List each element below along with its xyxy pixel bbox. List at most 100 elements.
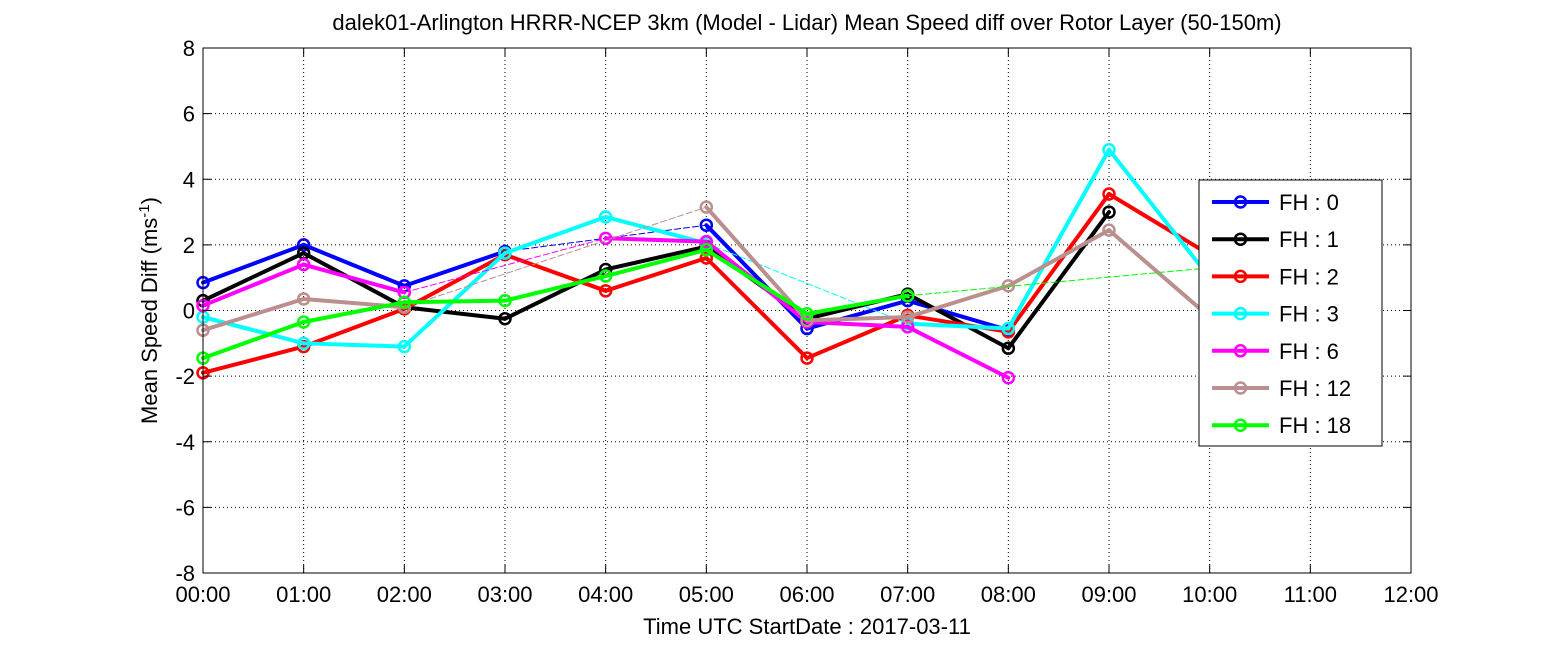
legend-swatch-marker	[1233, 306, 1248, 321]
y-axis-label-main: Mean Speed Diff (ms	[137, 218, 162, 424]
series-line-segment	[301, 242, 407, 288]
legend-swatch-marker	[1233, 269, 1248, 284]
data-point	[800, 307, 814, 321]
y-tick-label: 6	[183, 102, 195, 127]
series-line-segment	[1006, 147, 1111, 331]
legend-label: FH : 3	[1279, 302, 1339, 327]
series-line-segment	[905, 321, 1011, 331]
y-tick-label: -6	[175, 495, 195, 520]
x-tick-label: 01:00	[276, 582, 331, 607]
data-point	[699, 243, 714, 257]
y-tick-label: 0	[183, 299, 195, 324]
series-line-segment	[805, 293, 910, 316]
axis-ticks: 00:00 01:00 02:00 03:00 04:00 05:00 06:00 07:00…	[175, 36, 1438, 607]
legend: FH : 0 FH : 1 FH : 2 FH : 3 FH : 6 FH : 12 FH …	[1198, 179, 1383, 447]
chart-title: dalek01-Arlington HRRR-NCEP 3km (Model -…	[332, 10, 1281, 35]
series-line-segment	[503, 274, 608, 303]
series-line-segment	[704, 247, 809, 316]
series-line-segment	[603, 244, 709, 272]
series-line-segment	[201, 262, 306, 308]
legend-item: FH : 0	[1212, 190, 1339, 215]
data-point	[296, 238, 311, 252]
y-tick-label: -8	[175, 561, 195, 586]
y-tick-label: 2	[183, 233, 195, 258]
y-axis-label-superscript: -1	[136, 204, 153, 217]
series-gap-segment	[403, 237, 607, 293]
y-tick-label: 8	[183, 36, 195, 61]
data-point	[1001, 279, 1016, 293]
series-line-segment	[503, 267, 608, 321]
series-lines	[196, 142, 1217, 385]
y-tick-label: -4	[175, 430, 195, 455]
data-point	[1001, 371, 1016, 385]
legend-label: FH : 12	[1279, 376, 1351, 401]
series-line-segment	[402, 305, 507, 321]
series-line-segment	[503, 252, 608, 293]
series-line-segment	[301, 262, 407, 295]
x-tick-label: 04:00	[578, 582, 633, 607]
series-line-segment	[301, 300, 407, 324]
x-tick-label: 10:00	[1182, 582, 1237, 607]
grid	[203, 48, 1411, 573]
legend-swatch-marker	[1233, 344, 1248, 358]
series-line-segment	[1006, 228, 1111, 288]
data-point	[699, 218, 714, 232]
series-line-segment	[805, 315, 910, 323]
data-point	[296, 315, 311, 329]
data-point	[1102, 223, 1116, 237]
x-tick-label: 08:00	[981, 582, 1036, 607]
legend-swatch-marker	[1233, 232, 1248, 246]
data-point	[1102, 187, 1116, 201]
data-point	[1001, 321, 1016, 336]
legend-item: FH : 2	[1212, 264, 1339, 289]
legend-label: FH : 0	[1279, 190, 1339, 215]
legend-item: FH : 1	[1212, 227, 1339, 252]
series-line-segment	[603, 247, 709, 279]
legend-item: FH : 6	[1212, 339, 1339, 364]
series-line-segment	[603, 256, 709, 293]
series-line-segment	[603, 214, 709, 246]
series-line-segment	[1006, 192, 1111, 334]
legend-swatch-marker	[1233, 195, 1248, 209]
series-line-segment	[1006, 210, 1111, 351]
series-gap-segment	[403, 206, 707, 308]
series-line-segment	[905, 292, 1011, 351]
data-point	[397, 339, 412, 354]
x-axis-label: Time UTC StartDate : 2017-03-11	[643, 614, 971, 639]
data-point	[900, 310, 915, 324]
series-line-segment	[1107, 192, 1212, 257]
y-tick-label: -2	[175, 364, 195, 389]
y-tick-label: 4	[183, 167, 195, 192]
x-tick-label: 02:00	[377, 582, 432, 607]
legend-item: FH : 12	[1212, 376, 1351, 401]
x-tick-label: 06:00	[779, 582, 834, 607]
legend-item: FH : 18	[1212, 413, 1351, 438]
series-line-segment	[704, 223, 809, 331]
data-point	[498, 293, 512, 308]
legend-label: FH : 2	[1279, 264, 1339, 289]
series-line-segment	[503, 214, 608, 256]
legend-swatch-marker	[1233, 381, 1248, 395]
series-line-segment	[1107, 228, 1212, 320]
data-point	[296, 336, 311, 351]
series-gap-segment	[705, 242, 909, 325]
data-point	[699, 234, 714, 249]
series-line-segment	[704, 256, 809, 361]
x-tick-label: 11:00	[1284, 582, 1337, 607]
data-point	[296, 257, 311, 272]
x-tick-label: 05:00	[679, 582, 734, 607]
series-line-segment	[402, 252, 507, 311]
series-line-segment	[603, 236, 709, 244]
series-line-segment	[905, 324, 1011, 380]
series-line-segment	[201, 344, 306, 375]
y-axis-label-suffix: )	[137, 197, 162, 204]
series-line-segment	[905, 298, 1011, 333]
series-line-segment	[402, 298, 507, 305]
data-point	[598, 284, 613, 298]
data-point	[598, 269, 613, 283]
series-line-segment	[201, 297, 306, 333]
series-line-segment	[201, 242, 306, 285]
series-line-segment	[201, 319, 306, 361]
